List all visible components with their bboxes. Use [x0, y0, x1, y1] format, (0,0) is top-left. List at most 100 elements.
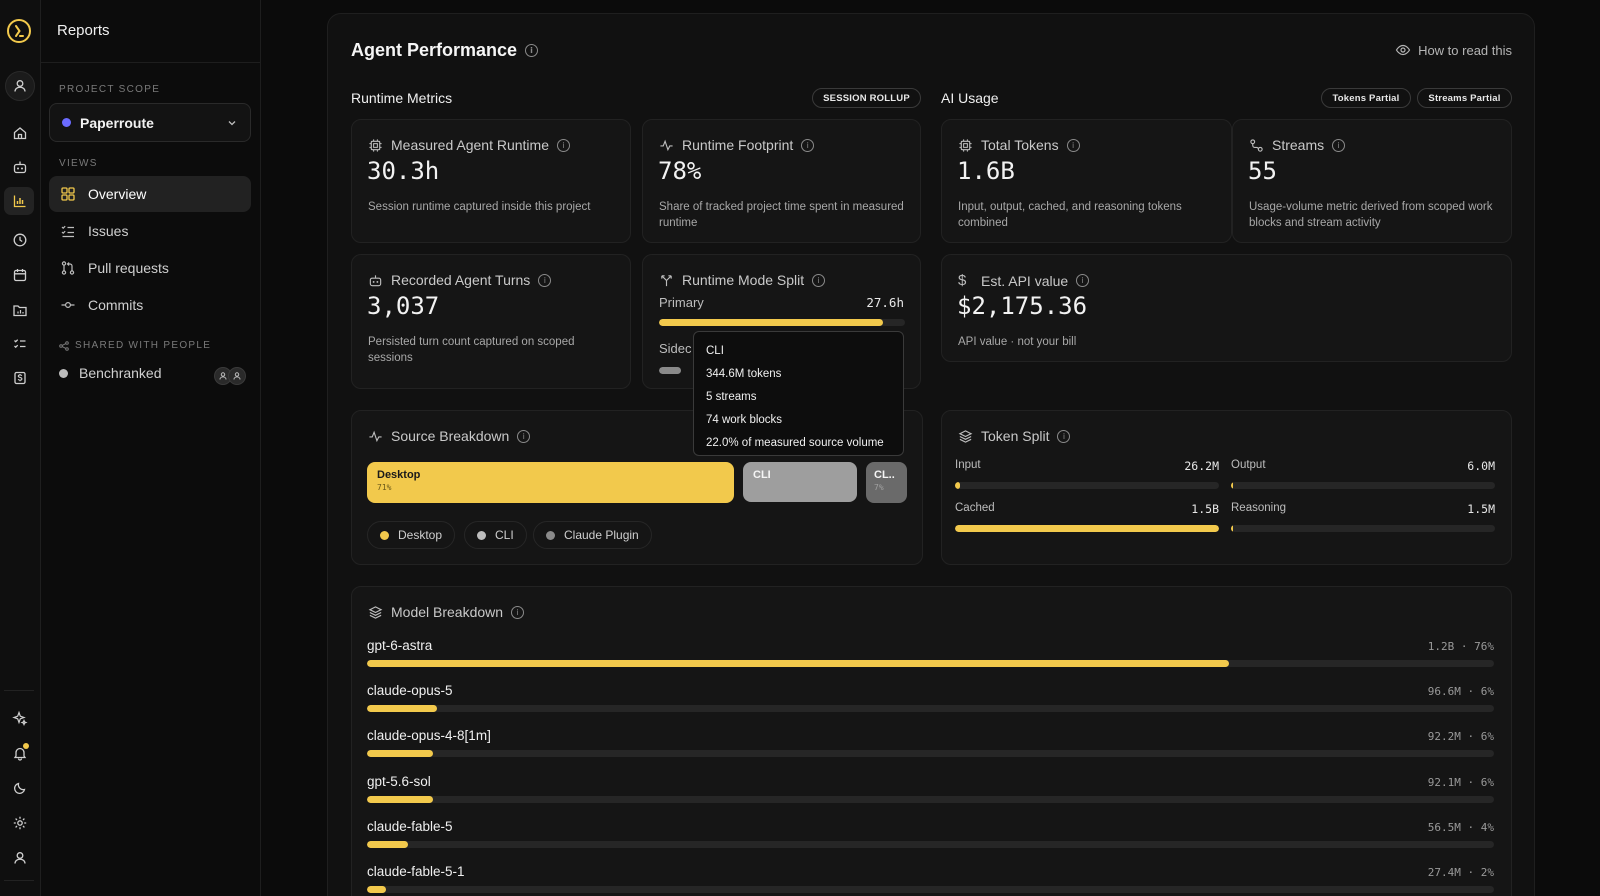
info-icon[interactable]: i [517, 429, 531, 443]
source-segment-desktop[interactable]: Desktop 71% [367, 462, 734, 503]
user-icon[interactable] [0, 70, 40, 102]
model-name: claude-opus-5 [367, 683, 453, 699]
tooltip-line: 74 work blocks [706, 414, 783, 426]
model-bar [367, 795, 1494, 803]
shared-avatars [214, 367, 246, 385]
layers-icon [368, 605, 383, 619]
task-list-icon[interactable] [0, 328, 40, 360]
token-value-output: 6.0M [1467, 459, 1495, 473]
info-icon[interactable]: i [1076, 274, 1090, 287]
info-icon[interactable]: i [511, 605, 525, 619]
shared-dot [59, 368, 68, 378]
info-icon[interactable]: i [1066, 138, 1080, 152]
legend-desktop: Desktop [367, 521, 456, 549]
list-check-icon [61, 225, 74, 238]
nav-item-issues[interactable]: Issues [49, 213, 251, 249]
info-icon[interactable]: i [812, 273, 826, 287]
project-color-dot [62, 118, 71, 127]
sidebar-title: Reports [57, 22, 110, 39]
tooltip-line: 344.6M tokens [706, 368, 782, 380]
project-scope-select[interactable]: Paperroute [49, 103, 251, 142]
card-desc: Input, output, cached, and reasoning tok… [958, 201, 1182, 229]
card-title: Runtime Mode Split [682, 272, 805, 288]
split-icon [661, 274, 672, 286]
card-title: Recorded Agent Turns [391, 272, 531, 288]
card-measured-runtime: Measured Agent Runtime i 30.3h Session ru… [351, 119, 631, 243]
how-to-read-link[interactable]: How to read this [1395, 42, 1512, 58]
bell-icon[interactable] [0, 737, 40, 769]
info-icon[interactable]: i [1332, 138, 1346, 152]
card-desc: Session runtime captured inside this pro… [368, 201, 591, 213]
project-scope-caption: PROJECT SCOPE [59, 84, 161, 95]
tooltip-line: 5 streams [706, 391, 757, 403]
nav-item-commits[interactable]: Commits [49, 287, 251, 323]
model-value: 56.5M · 4% [1427, 820, 1494, 834]
nav-label: Pull requests [88, 260, 169, 276]
sparkles-icon[interactable] [0, 702, 40, 734]
account-icon[interactable] [0, 842, 40, 874]
total-tokens-value: 1.6B [957, 157, 1015, 185]
calendar-icon[interactable] [0, 259, 40, 291]
clock-icon[interactable] [0, 224, 40, 256]
primary-value: 27.6h [866, 295, 904, 310]
legend-dot [477, 530, 486, 540]
model-value: 96.6M · 6% [1427, 685, 1494, 699]
views-caption: VIEWS [59, 158, 98, 169]
avatar [214, 367, 232, 385]
share-icon [59, 340, 69, 351]
home-icon[interactable] [0, 117, 40, 149]
nav-item-overview[interactable]: Overview [49, 176, 251, 212]
card-total-tokens: Total Tokens i 1.6B Input, output, cached… [941, 119, 1232, 243]
secondary-bar [659, 367, 905, 374]
source-segment-cli[interactable]: CLI [743, 462, 857, 502]
nav-label: Commits [88, 297, 144, 313]
model-bar-fill [367, 660, 1230, 667]
secondary-bar-fill [659, 367, 682, 374]
moon-icon[interactable] [0, 772, 40, 804]
api-value: $2,175.36 [957, 292, 1088, 320]
activity-icon [369, 430, 382, 442]
card-desc: Persisted turn count captured on scoped … [368, 336, 575, 364]
card-title: Source Breakdown [391, 428, 510, 444]
git-commit-icon [61, 301, 75, 309]
billing-icon[interactable] [0, 362, 40, 394]
settings-gear-icon[interactable] [0, 807, 40, 839]
info-icon[interactable]: i [801, 138, 815, 152]
info-icon[interactable]: i [525, 44, 539, 57]
model-bar-fill [367, 840, 408, 848]
reports-chart-icon[interactable] [0, 185, 40, 217]
folder-chart-icon[interactable] [0, 294, 40, 326]
bot-icon[interactable] [0, 151, 40, 183]
runtime-metrics-heading: Runtime Metrics [351, 90, 453, 106]
info-icon[interactable]: i [1057, 429, 1071, 443]
legend-dot [546, 530, 555, 540]
app-logo-icon[interactable] [6, 18, 32, 44]
model-bar [367, 886, 1494, 893]
model-bar-fill [367, 795, 434, 803]
model-value: 1.2B · 76% [1427, 640, 1494, 653]
legend-dot [380, 530, 389, 540]
token-bar-input [955, 482, 1219, 489]
card-title: Streams [1272, 137, 1325, 153]
nav-label: Issues [88, 223, 129, 239]
info-icon[interactable]: i [556, 138, 570, 152]
token-label-output: Output [1231, 459, 1266, 471]
card-runtime-footprint: Runtime Footprint i 78% Share of tracked … [642, 119, 921, 243]
token-bar-fill [1231, 525, 1233, 532]
token-value-cached: 1.5B [1191, 502, 1219, 516]
nav-item-pull-requests[interactable]: Pull requests [49, 250, 251, 286]
session-rollup-badge: SESSION ROLLUP [812, 88, 921, 108]
model-bar [367, 840, 1494, 848]
card-model-breakdown: Model Breakdown i [351, 586, 1512, 896]
legend-claude-plugin: Claude Plugin [533, 521, 652, 549]
token-label-reasoning: Reasoning [1231, 502, 1286, 514]
primary-bar-fill [659, 319, 883, 326]
token-bar-fill [1231, 482, 1233, 489]
source-segment-claude-plugin[interactable]: CL.. 7% [866, 462, 907, 503]
token-value-input: 26.2M [1184, 459, 1219, 473]
model-name: claude-opus-4-8[1m] [367, 728, 491, 744]
info-icon[interactable]: i [538, 273, 552, 287]
cli-tooltip: CLI 344.6M tokens 5 streams 74 work bloc… [693, 331, 904, 456]
shared-item-benchranked[interactable]: Benchranked [59, 365, 249, 381]
card-title: Measured Agent Runtime [391, 137, 549, 153]
